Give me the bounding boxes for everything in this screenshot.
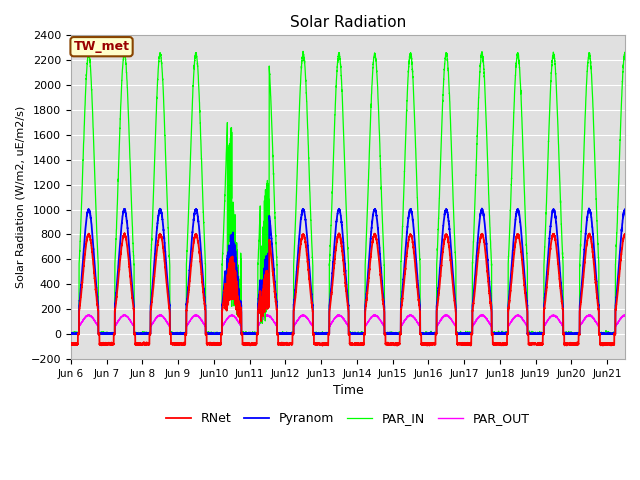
X-axis label: Time: Time — [333, 384, 364, 397]
Y-axis label: Solar Radiation (W/m2, uE/m2/s): Solar Radiation (W/m2, uE/m2/s) — [15, 106, 25, 288]
Pyranom — [591, 257, 599, 263]
RNet — [472, 274, 480, 280]
RNet — [591, 274, 599, 279]
PAR_IN — [591, 162, 599, 168]
Line: Pyranom: Pyranom — [71, 208, 625, 334]
RNet — [335, 230, 343, 236]
PAR_OUT — [255, 322, 263, 327]
PAR_OUT — [67, 331, 75, 336]
PAR_IN — [255, 233, 263, 239]
PAR_IN — [472, 168, 480, 174]
PAR_OUT — [488, 324, 495, 329]
Line: RNet: RNet — [71, 233, 625, 346]
RNet — [319, 343, 326, 348]
RNet — [598, 342, 605, 348]
PAR_IN — [621, 52, 629, 58]
PAR_OUT — [330, 318, 337, 324]
PAR_OUT — [591, 318, 599, 324]
PAR_IN — [598, 331, 605, 337]
RNet — [67, 341, 75, 347]
Pyranom — [585, 205, 593, 211]
RNet — [621, 232, 629, 238]
PAR_OUT — [598, 331, 605, 337]
Legend: RNet, Pyranom, PAR_IN, PAR_OUT: RNet, Pyranom, PAR_IN, PAR_OUT — [161, 407, 535, 430]
RNet — [330, 274, 337, 279]
PAR_OUT — [621, 312, 629, 318]
PAR_IN — [67, 331, 75, 337]
PAR_OUT — [67, 331, 75, 337]
Line: PAR_OUT: PAR_OUT — [71, 315, 625, 334]
Pyranom — [472, 263, 480, 269]
Pyranom — [488, 303, 495, 309]
Text: TW_met: TW_met — [74, 40, 129, 53]
PAR_OUT — [515, 312, 522, 318]
RNet — [488, 331, 495, 336]
PAR_IN — [488, 331, 495, 337]
Line: PAR_IN: PAR_IN — [71, 51, 625, 334]
Title: Solar Radiation: Solar Radiation — [290, 15, 406, 30]
PAR_OUT — [472, 318, 480, 324]
Pyranom — [329, 259, 337, 265]
Pyranom — [255, 292, 263, 298]
Pyranom — [67, 331, 75, 337]
Pyranom — [621, 206, 629, 212]
PAR_IN — [67, 330, 75, 336]
Pyranom — [598, 331, 605, 337]
PAR_IN — [300, 48, 307, 54]
RNet — [255, 299, 263, 305]
PAR_IN — [330, 162, 337, 168]
